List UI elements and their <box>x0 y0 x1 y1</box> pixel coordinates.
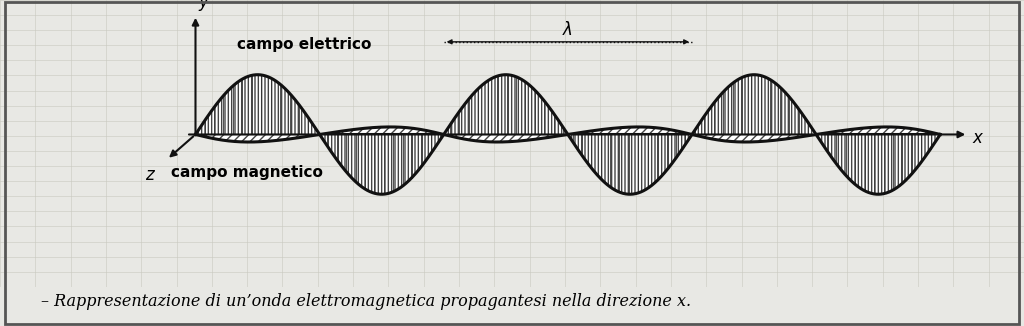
Polygon shape <box>196 134 319 142</box>
Text: λ: λ <box>563 21 572 39</box>
Polygon shape <box>692 134 815 142</box>
Text: x: x <box>973 129 983 147</box>
Polygon shape <box>319 127 443 135</box>
Text: campo elettrico: campo elettrico <box>237 37 372 52</box>
Polygon shape <box>567 127 691 135</box>
Text: y: y <box>198 0 208 11</box>
Text: – Rappresentazione di un’onda elettromagnetica propagantesi nella direzione x.: – Rappresentazione di un’onda elettromag… <box>41 293 691 310</box>
Polygon shape <box>443 134 567 142</box>
Polygon shape <box>816 127 940 135</box>
Text: z: z <box>144 166 154 184</box>
Text: campo magnetico: campo magnetico <box>171 165 323 180</box>
